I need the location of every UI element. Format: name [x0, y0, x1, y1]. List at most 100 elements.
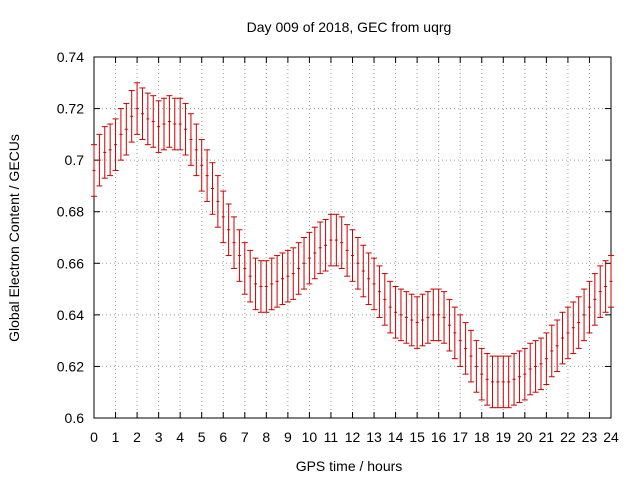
- error-bar: [408, 293, 415, 347]
- error-bar: [381, 273, 388, 326]
- error-bar: [397, 288, 404, 342]
- error-bar: [505, 355, 512, 409]
- x-tick-label: 20: [517, 429, 533, 445]
- error-bar: [371, 257, 378, 311]
- error-bar: [182, 102, 189, 156]
- x-tick-label: 8: [262, 429, 270, 445]
- error-bar: [279, 252, 286, 306]
- error-bar: [112, 118, 119, 171]
- y-axis-label: Global Electron Content / GECUs: [6, 134, 22, 342]
- x-tick-label: 17: [452, 429, 468, 445]
- error-bar: [274, 255, 281, 308]
- error-bar: [608, 255, 614, 308]
- x-tick-label: 24: [603, 429, 619, 445]
- error-bar: [591, 273, 598, 326]
- error-bar: [166, 95, 173, 148]
- x-tick-label: 15: [409, 429, 425, 445]
- error-bar: [344, 224, 351, 277]
- error-bar: [500, 355, 507, 409]
- error-bar: [516, 350, 523, 404]
- error-bar: [317, 221, 324, 275]
- error-bar: [387, 280, 394, 334]
- series-gec: [91, 82, 614, 409]
- x-tick-label: 23: [582, 429, 598, 445]
- error-bar: [96, 133, 103, 187]
- error-bar: [430, 288, 437, 342]
- error-bar: [360, 244, 367, 298]
- error-bar: [225, 203, 232, 257]
- error-bar: [392, 285, 399, 339]
- x-tick-label: 14: [388, 429, 404, 445]
- x-tick-label: 1: [112, 429, 120, 445]
- error-bar: [187, 113, 194, 166]
- error-bar: [220, 190, 227, 244]
- error-bar: [581, 288, 588, 342]
- x-tick-label: 10: [302, 429, 318, 445]
- axis-ticks: [93, 56, 612, 419]
- error-bar: [575, 296, 582, 349]
- error-bar: [139, 87, 146, 141]
- error-bar: [446, 298, 453, 352]
- error-bar: [349, 229, 356, 282]
- y-tick-label: 0.7: [65, 152, 85, 168]
- x-tick-label: 19: [496, 429, 512, 445]
- error-bar: [537, 337, 544, 391]
- error-bar: [597, 265, 604, 318]
- x-tick-label: 2: [133, 429, 141, 445]
- error-bar: [236, 229, 243, 282]
- error-bar: [403, 291, 410, 344]
- error-bar: [193, 123, 200, 177]
- error-bar: [107, 123, 114, 177]
- error-bar: [424, 291, 431, 344]
- error-bar: [570, 301, 577, 355]
- error-bar: [333, 213, 340, 267]
- x-tick-label: 6: [219, 429, 227, 445]
- error-bar: [521, 347, 528, 401]
- x-tick-label: 7: [241, 429, 249, 445]
- error-bar: [171, 97, 178, 151]
- error-bar: [268, 257, 275, 311]
- error-bar: [252, 257, 259, 311]
- x-tick-label: 13: [366, 429, 382, 445]
- error-bar: [462, 322, 469, 375]
- error-bar: [150, 95, 157, 148]
- error-bar: [241, 242, 248, 295]
- x-tick-label: 9: [284, 429, 292, 445]
- error-bar: [91, 144, 97, 197]
- x-tick-label: 12: [345, 429, 361, 445]
- error-bar: [263, 260, 270, 313]
- x-tick-label: 22: [560, 429, 576, 445]
- error-bar: [177, 97, 184, 151]
- error-bar: [128, 90, 135, 143]
- y-tick-label: 0.64: [57, 307, 84, 323]
- error-bar: [435, 288, 442, 342]
- error-bar: [231, 216, 238, 269]
- error-bar: [338, 216, 345, 269]
- error-bar: [559, 311, 566, 365]
- error-bar: [484, 353, 491, 406]
- error-bar: [101, 126, 108, 179]
- error-bar: [144, 92, 151, 146]
- error-bar: [532, 340, 539, 393]
- x-tick-labels: 0 1 2 3 4 5 6 7 8 9 10 11 12 13 14 15 16 17 18 19 20 21 22 23 24: [90, 429, 619, 445]
- error-bar: [295, 242, 302, 295]
- error-bar: [117, 108, 124, 161]
- x-tick-label: 16: [431, 429, 447, 445]
- error-bar: [290, 247, 297, 300]
- y-tick-label: 0.66: [57, 255, 84, 271]
- error-bar: [284, 249, 291, 303]
- error-bar: [209, 162, 216, 215]
- error-bar: [161, 97, 168, 151]
- x-axis-label: GPS time / hours: [296, 458, 403, 474]
- error-bar: [134, 82, 141, 135]
- x-tick-label: 3: [155, 429, 163, 445]
- error-bar: [602, 260, 609, 313]
- error-bar: [155, 100, 162, 153]
- error-bar: [301, 237, 308, 290]
- error-bar: [365, 252, 372, 306]
- error-bar: [548, 324, 555, 378]
- x-tick-label: 18: [474, 429, 490, 445]
- error-bar: [554, 319, 561, 373]
- error-bar: [327, 213, 334, 267]
